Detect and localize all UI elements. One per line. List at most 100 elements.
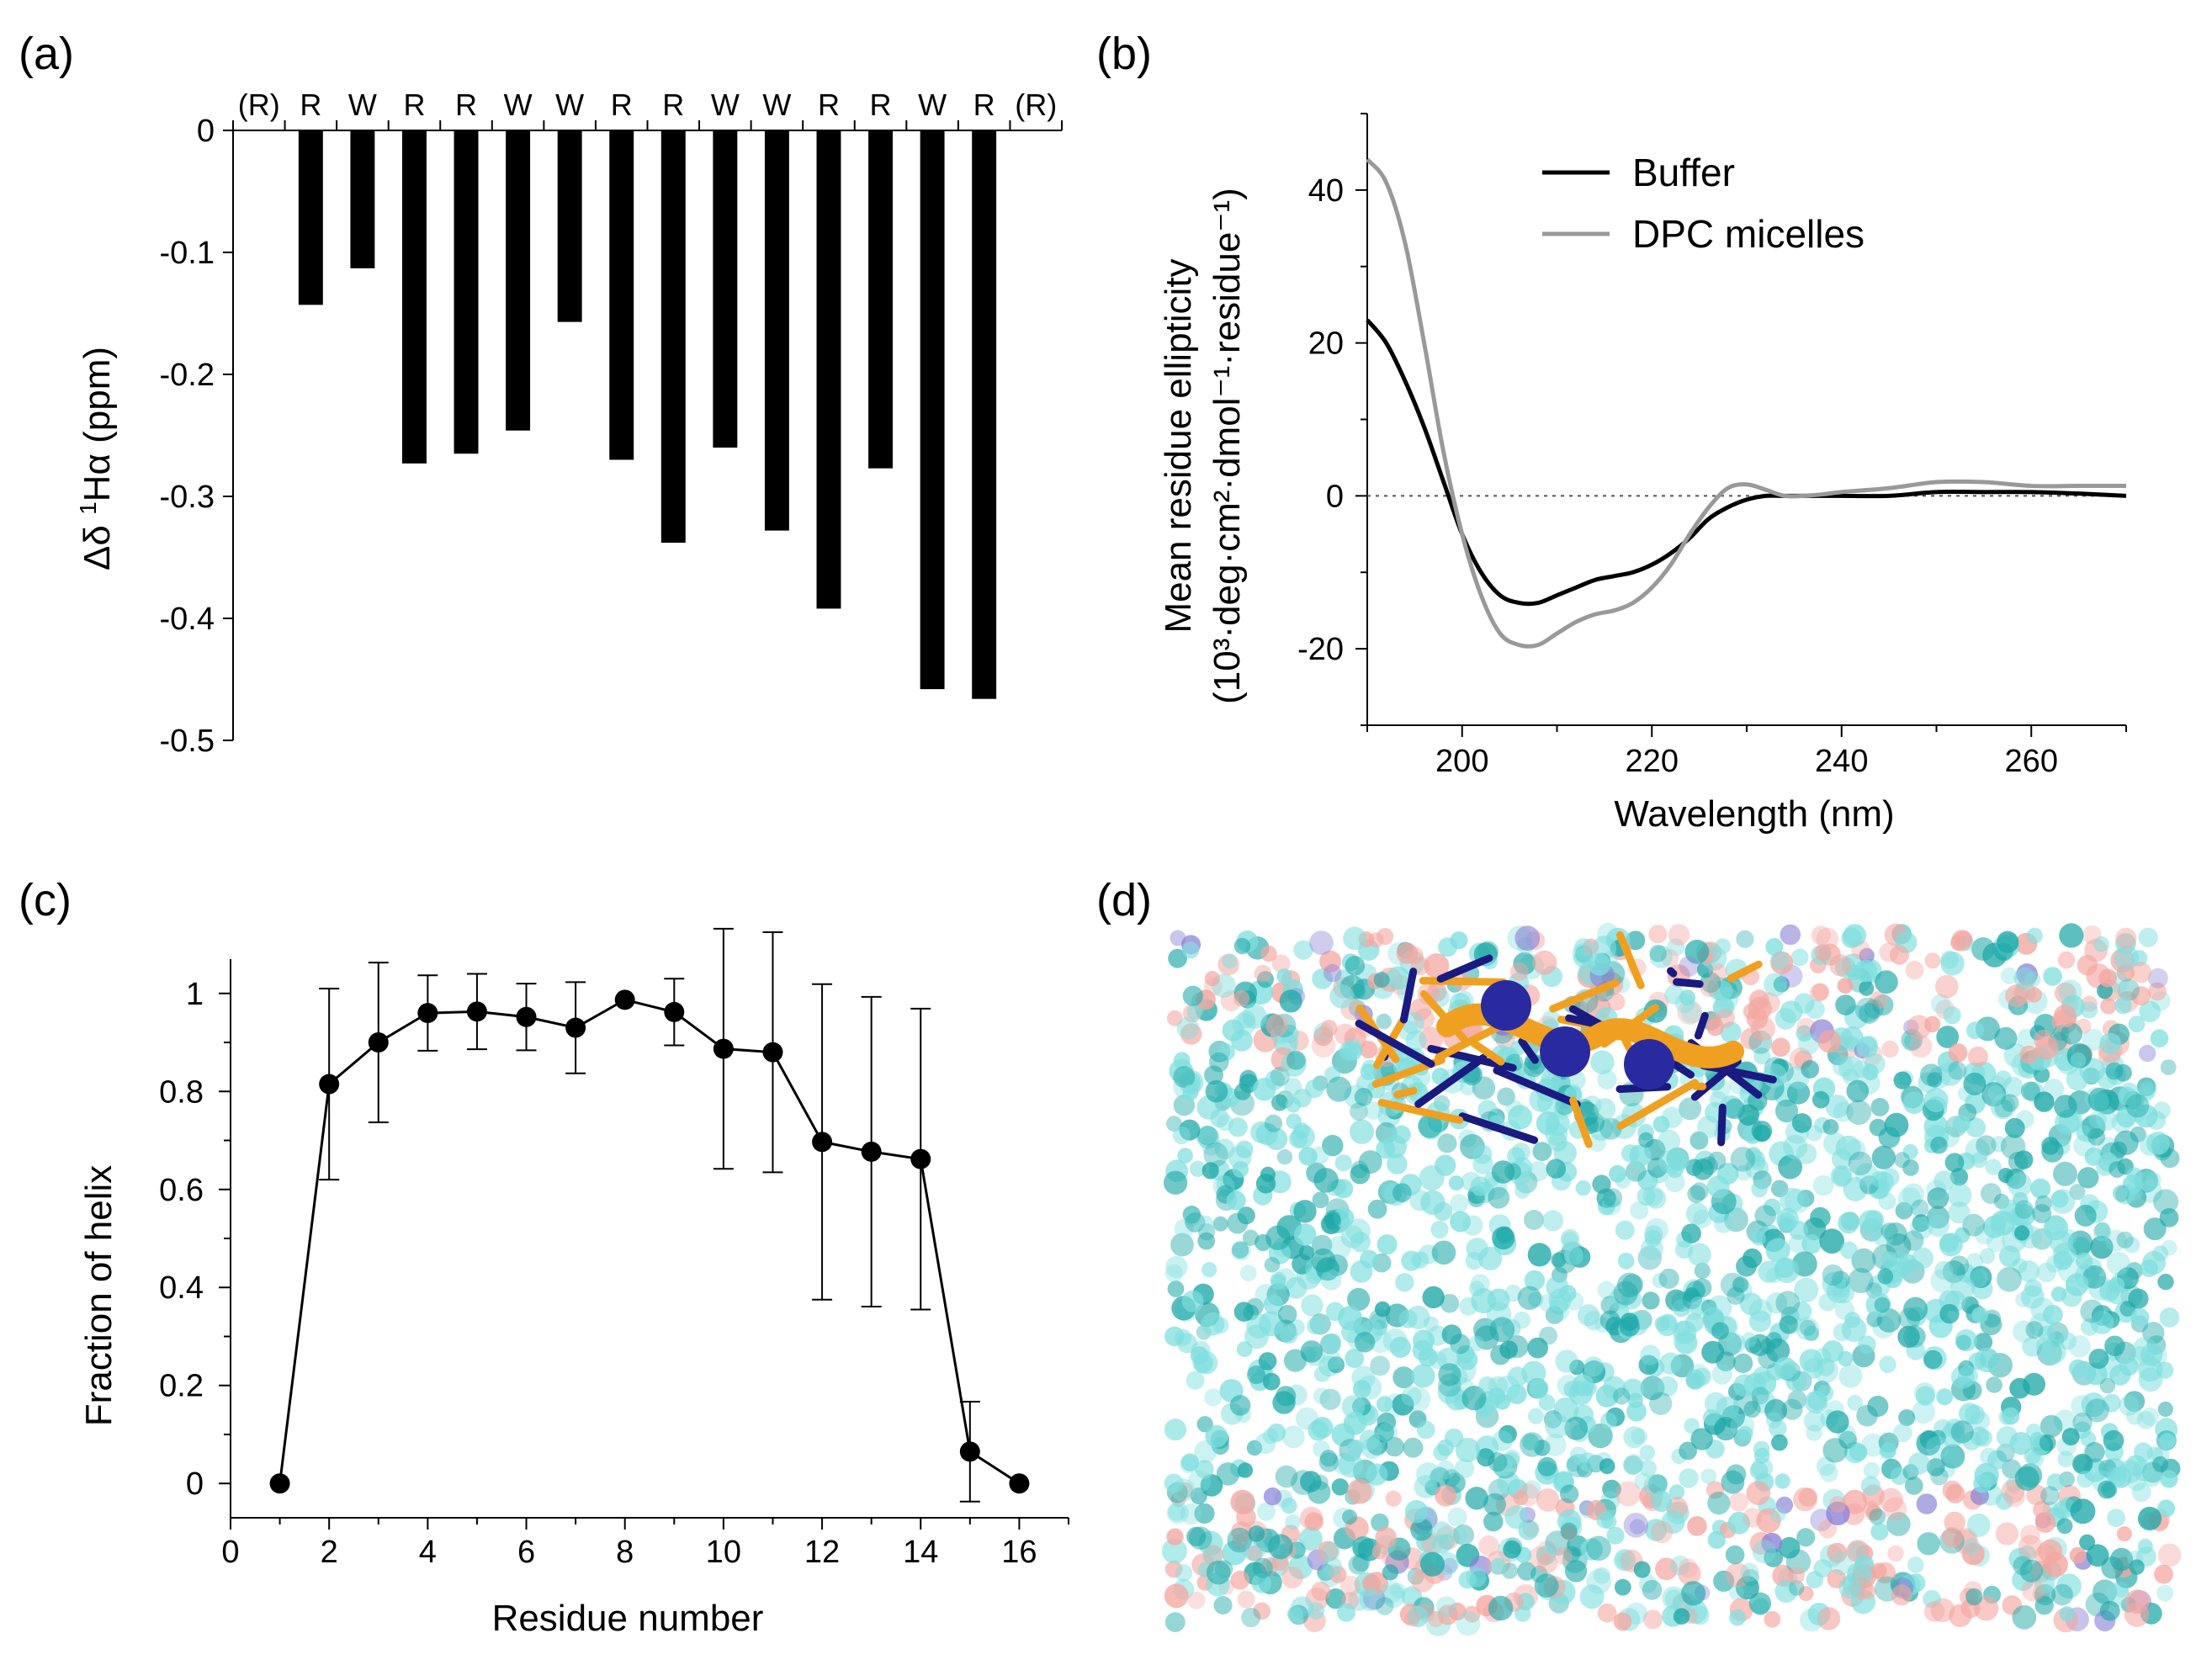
atom	[2034, 1036, 2059, 1060]
c-point	[466, 1001, 487, 1022]
atom	[1814, 944, 1832, 962]
atom	[2020, 1524, 2040, 1545]
atom	[1864, 999, 1884, 1019]
atom	[1952, 1115, 1971, 1132]
atom	[1594, 1098, 1616, 1120]
atom	[2036, 1262, 2056, 1283]
atom	[2157, 1274, 2174, 1291]
atom	[1164, 1264, 1183, 1282]
atom	[1909, 1035, 1933, 1058]
atom	[1258, 1352, 1277, 1371]
atom	[1725, 1562, 1750, 1588]
atom	[1204, 1065, 1223, 1085]
a-residue-label: R	[973, 87, 995, 122]
atom	[1259, 1311, 1284, 1337]
atom	[2039, 1434, 2056, 1451]
atom	[1553, 1100, 1573, 1120]
atom	[1563, 1546, 1581, 1563]
atom	[1186, 1004, 1203, 1020]
atom	[1849, 1443, 1868, 1461]
atom	[2113, 1185, 2130, 1202]
atom	[1180, 1503, 1202, 1525]
peptide-sidechain-blue	[1673, 978, 1704, 989]
atom	[2059, 1606, 2075, 1622]
atom	[1577, 1304, 1599, 1327]
atom	[2045, 1214, 2066, 1235]
atom	[1766, 1292, 1788, 1314]
atom	[1283, 1349, 1308, 1372]
atom	[1714, 1417, 1738, 1441]
atom	[2045, 1254, 2064, 1273]
c-point	[269, 1473, 290, 1494]
atom	[2054, 1095, 2077, 1118]
atom	[1826, 1410, 1849, 1434]
atom	[1313, 1387, 1330, 1405]
atom	[1733, 1374, 1756, 1397]
atom	[2124, 1180, 2144, 1201]
atom	[1743, 1400, 1761, 1418]
atom	[1615, 1173, 1631, 1189]
atom	[1639, 1460, 1658, 1477]
atom	[1329, 1566, 1347, 1583]
atom	[1793, 1487, 1817, 1512]
atom	[1737, 1425, 1753, 1441]
atom	[1195, 1460, 1214, 1479]
atom	[1750, 1155, 1766, 1171]
atom	[1276, 1149, 1293, 1165]
atom	[1279, 989, 1302, 1013]
a-bar	[298, 130, 323, 305]
atom	[1668, 924, 1690, 946]
atom	[2034, 1091, 2055, 1112]
atom	[1648, 925, 1668, 944]
atom	[2019, 1559, 2043, 1583]
atom	[1971, 1152, 1988, 1169]
atom	[1185, 1212, 1206, 1233]
atom	[1903, 1230, 1924, 1251]
atom	[2140, 1259, 2158, 1278]
atom	[1748, 1592, 1772, 1615]
atom	[2129, 1559, 2145, 1575]
atom	[1907, 1556, 1924, 1573]
atom	[1489, 1557, 1507, 1575]
atom	[2131, 986, 2151, 1006]
atom	[1693, 1209, 1712, 1228]
peptide-sidechain-blue	[1518, 1037, 1539, 1064]
atom	[1465, 1487, 1488, 1510]
atom	[1463, 1605, 1481, 1623]
atom	[1542, 1210, 1564, 1232]
c-point	[910, 1148, 931, 1169]
atom	[1476, 1448, 1495, 1467]
atom	[1902, 1183, 1925, 1206]
atom	[1638, 1132, 1654, 1148]
a-bar	[557, 130, 582, 322]
peptide-sidechain-orange	[1569, 1096, 1593, 1148]
atom	[2134, 1104, 2158, 1128]
atom	[1470, 1176, 1491, 1196]
atom	[1504, 1505, 1529, 1530]
atom	[1870, 1097, 1890, 1116]
atom	[1588, 952, 1611, 976]
atom	[1613, 1281, 1638, 1306]
peptide-sidechain-blue	[1436, 954, 1493, 983]
atom	[1727, 1286, 1745, 1306]
atom	[1433, 1201, 1453, 1222]
atom	[1774, 1356, 1797, 1380]
atom	[1461, 1171, 1482, 1192]
atom	[1182, 985, 1203, 1006]
atom	[1887, 1545, 1904, 1562]
atom	[1339, 1575, 1361, 1596]
c-marks: 00.20.40.60.810 2 4 6 8 10 12 14 16	[159, 927, 1069, 1570]
atom	[1202, 1545, 1223, 1566]
atom	[1902, 1143, 1918, 1160]
atom	[1859, 980, 1875, 996]
atom	[1994, 942, 2013, 962]
atom	[2034, 1195, 2052, 1212]
atom	[1350, 984, 1366, 1000]
atom	[1599, 1117, 1622, 1140]
atom	[1377, 1234, 1398, 1255]
atom	[1669, 1555, 1690, 1576]
atom	[1376, 1013, 1392, 1030]
atom	[1254, 964, 1272, 983]
atom	[1377, 1413, 1397, 1432]
atom	[1227, 1527, 1252, 1553]
